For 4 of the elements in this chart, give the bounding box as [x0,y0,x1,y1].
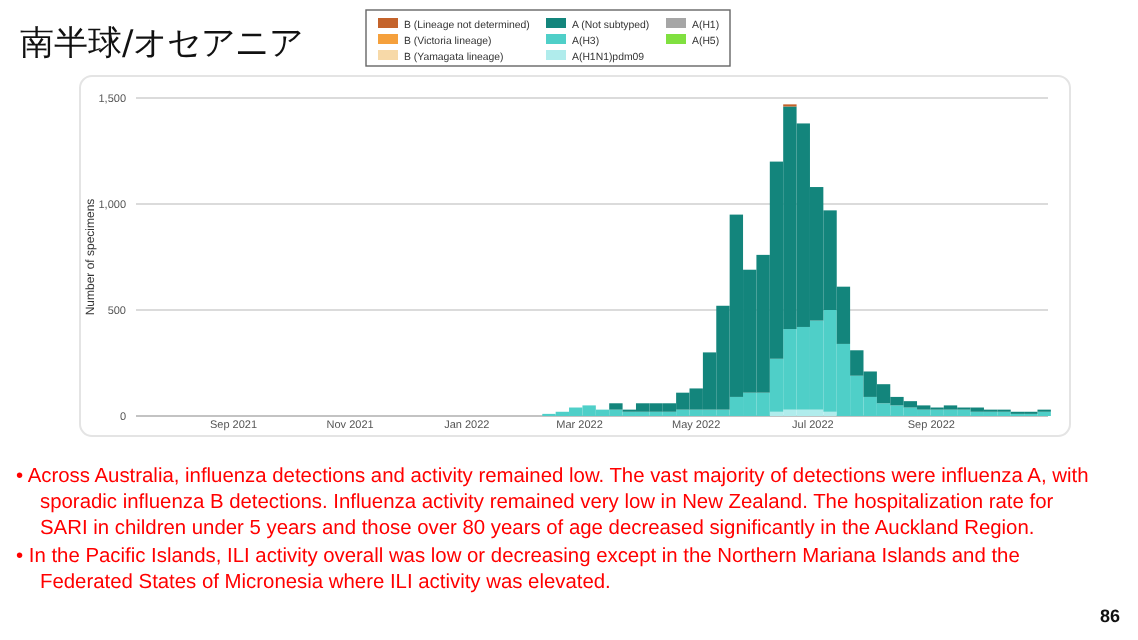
text: • In the Pacific Islands, ILI activity overall was low or decreasing except in the Northern Mariana Islands and the Federated States of Micronesia where ILI activity was elevated. [14,543,1022,597]
text: • Across Australia, influenza detections and activity remained low. The vast majority of detections were influenza A, with sporadic influenza B detections. Influenza activity remained very low in New Zealand. The hospitalization rate for SARI in children under 5 years and those over 80 years of age decreased significantly in the Auckland Region. [14,464,1091,544]
text: 86 [1099,606,1120,626]
chart-title: 南半球/オセアニア [20,24,304,64]
